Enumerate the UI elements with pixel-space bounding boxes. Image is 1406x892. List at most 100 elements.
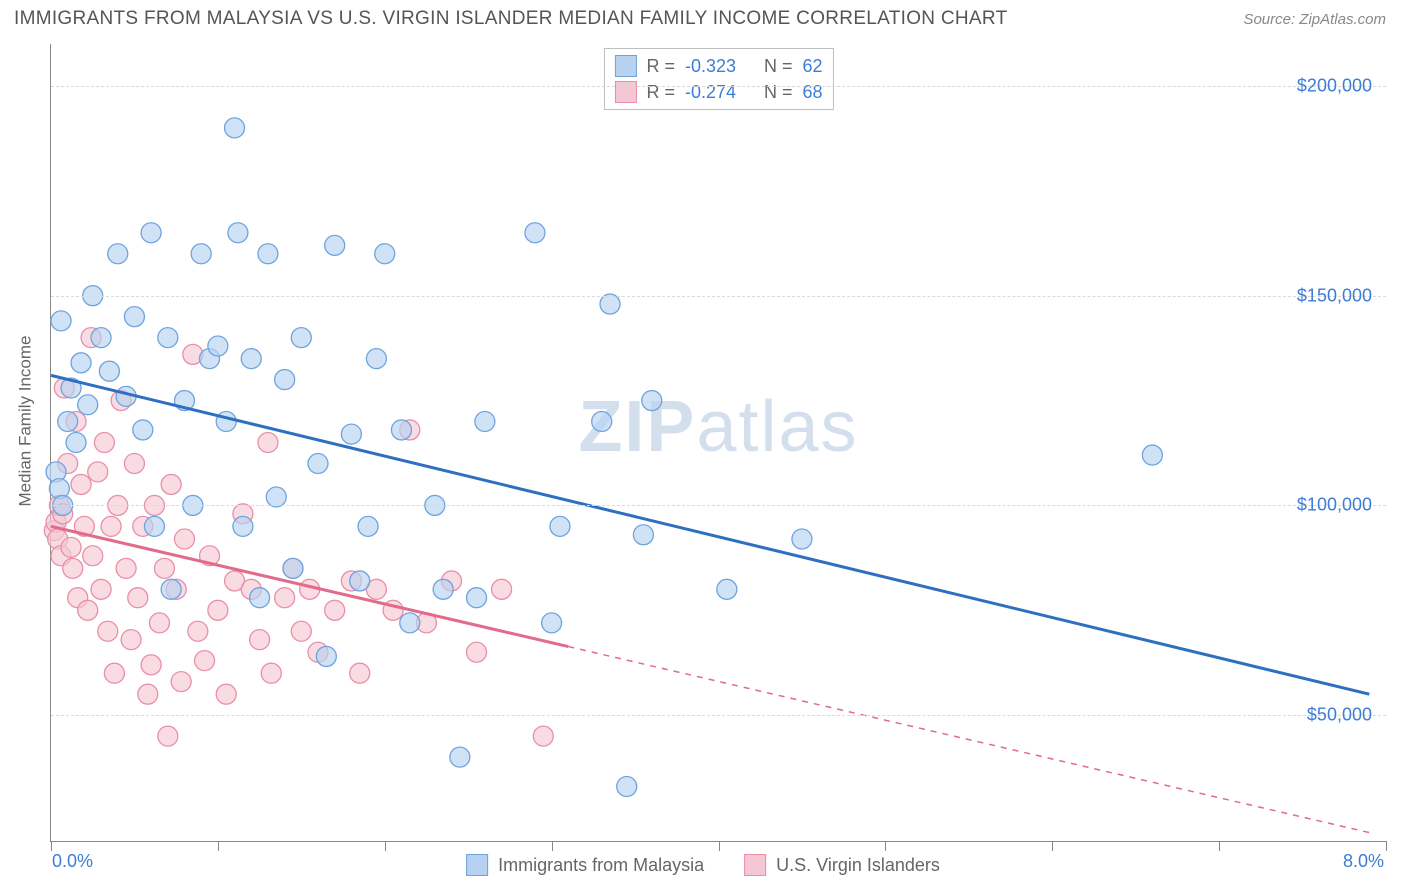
scatter-point bbox=[258, 244, 278, 264]
scatter-point bbox=[195, 651, 215, 671]
scatter-point bbox=[188, 621, 208, 641]
scatter-point bbox=[266, 487, 286, 507]
scatter-point bbox=[149, 613, 169, 633]
scatter-point bbox=[233, 516, 253, 536]
legend-series-item: U.S. Virgin Islanders bbox=[744, 854, 940, 876]
scatter-point bbox=[533, 726, 553, 746]
x-tick bbox=[719, 841, 720, 851]
scatter-point bbox=[121, 630, 141, 650]
scatter-point bbox=[124, 307, 144, 327]
scatter-point bbox=[592, 412, 612, 432]
scatter-point bbox=[375, 244, 395, 264]
scatter-point bbox=[433, 579, 453, 599]
chart-source: Source: ZipAtlas.com bbox=[1243, 11, 1386, 28]
scatter-point bbox=[124, 453, 144, 473]
scatter-point bbox=[78, 395, 98, 415]
scatter-point bbox=[642, 391, 662, 411]
legend-correlation: R =-0.323N =62R =-0.274N =68 bbox=[603, 48, 833, 110]
scatter-point bbox=[241, 349, 261, 369]
x-axis-min-label: 0.0% bbox=[52, 851, 93, 872]
scatter-point bbox=[550, 516, 570, 536]
y-axis-label-wrap: Median Family Income bbox=[10, 0, 40, 842]
scatter-point bbox=[66, 433, 86, 453]
x-tick bbox=[1386, 841, 1387, 851]
scatter-point bbox=[291, 621, 311, 641]
scatter-point bbox=[99, 361, 119, 381]
legend-r-value: -0.323 bbox=[685, 56, 736, 77]
scatter-point bbox=[467, 642, 487, 662]
x-tick bbox=[552, 841, 553, 851]
scatter-point bbox=[83, 546, 103, 566]
scatter-point bbox=[341, 424, 361, 444]
chart-title: IMMIGRANTS FROM MALAYSIA VS U.S. VIRGIN … bbox=[14, 8, 1008, 30]
legend-r-label: R = bbox=[646, 82, 675, 103]
scatter-point bbox=[283, 558, 303, 578]
scatter-point bbox=[366, 349, 386, 369]
y-tick-label: $50,000 bbox=[1307, 705, 1372, 726]
scatter-point bbox=[225, 118, 245, 138]
gridline bbox=[51, 296, 1386, 297]
scatter-point bbox=[228, 223, 248, 243]
scatter-point bbox=[91, 328, 111, 348]
legend-correlation-row: R =-0.274N =68 bbox=[614, 79, 822, 105]
scatter-point bbox=[450, 747, 470, 767]
scatter-point bbox=[261, 663, 281, 683]
scatter-point bbox=[98, 621, 118, 641]
chart-plot-area: ZIPatlas R =-0.323N =62R =-0.274N =68 $5… bbox=[50, 44, 1386, 842]
scatter-point bbox=[158, 328, 178, 348]
scatter-point bbox=[208, 336, 228, 356]
scatter-point bbox=[138, 684, 158, 704]
legend-n-value: 68 bbox=[803, 82, 823, 103]
legend-n-label: N = bbox=[764, 82, 793, 103]
legend-swatch bbox=[744, 854, 766, 876]
scatter-point bbox=[158, 726, 178, 746]
scatter-point bbox=[104, 663, 124, 683]
scatter-point bbox=[316, 646, 336, 666]
scatter-point bbox=[275, 370, 295, 390]
scatter-point bbox=[141, 655, 161, 675]
scatter-point bbox=[161, 474, 181, 494]
scatter-point bbox=[154, 558, 174, 578]
scatter-point bbox=[108, 244, 128, 264]
scatter-point bbox=[542, 613, 562, 633]
scatter-point bbox=[275, 588, 295, 608]
scatter-point bbox=[475, 412, 495, 432]
scatter-point bbox=[171, 672, 191, 692]
scatter-svg bbox=[51, 44, 1386, 841]
x-tick bbox=[218, 841, 219, 851]
scatter-point bbox=[717, 579, 737, 599]
scatter-point bbox=[141, 223, 161, 243]
scatter-point bbox=[792, 529, 812, 549]
scatter-point bbox=[600, 294, 620, 314]
scatter-point bbox=[308, 453, 328, 473]
x-tick bbox=[51, 841, 52, 851]
scatter-point bbox=[400, 613, 420, 633]
scatter-point bbox=[58, 412, 78, 432]
y-tick-label: $150,000 bbox=[1297, 285, 1372, 306]
scatter-point bbox=[617, 776, 637, 796]
scatter-point bbox=[101, 516, 121, 536]
scatter-point bbox=[63, 558, 83, 578]
scatter-point bbox=[71, 353, 91, 373]
scatter-point bbox=[133, 420, 153, 440]
scatter-point bbox=[358, 516, 378, 536]
x-tick bbox=[1052, 841, 1053, 851]
scatter-point bbox=[191, 244, 211, 264]
gridline bbox=[51, 86, 1386, 87]
scatter-point bbox=[61, 537, 81, 557]
y-axis-label: Median Family Income bbox=[15, 335, 35, 506]
legend-n-value: 62 bbox=[803, 56, 823, 77]
scatter-point bbox=[88, 462, 108, 482]
legend-swatch bbox=[466, 854, 488, 876]
gridline bbox=[51, 715, 1386, 716]
scatter-point bbox=[492, 579, 512, 599]
y-tick-label: $100,000 bbox=[1297, 495, 1372, 516]
scatter-point bbox=[633, 525, 653, 545]
legend-r-label: R = bbox=[646, 56, 675, 77]
scatter-point bbox=[208, 600, 228, 620]
x-tick bbox=[1219, 841, 1220, 851]
scatter-point bbox=[71, 474, 91, 494]
scatter-point bbox=[350, 663, 370, 683]
gridline bbox=[51, 505, 1386, 506]
legend-series: Immigrants from MalaysiaU.S. Virgin Isla… bbox=[466, 854, 940, 876]
